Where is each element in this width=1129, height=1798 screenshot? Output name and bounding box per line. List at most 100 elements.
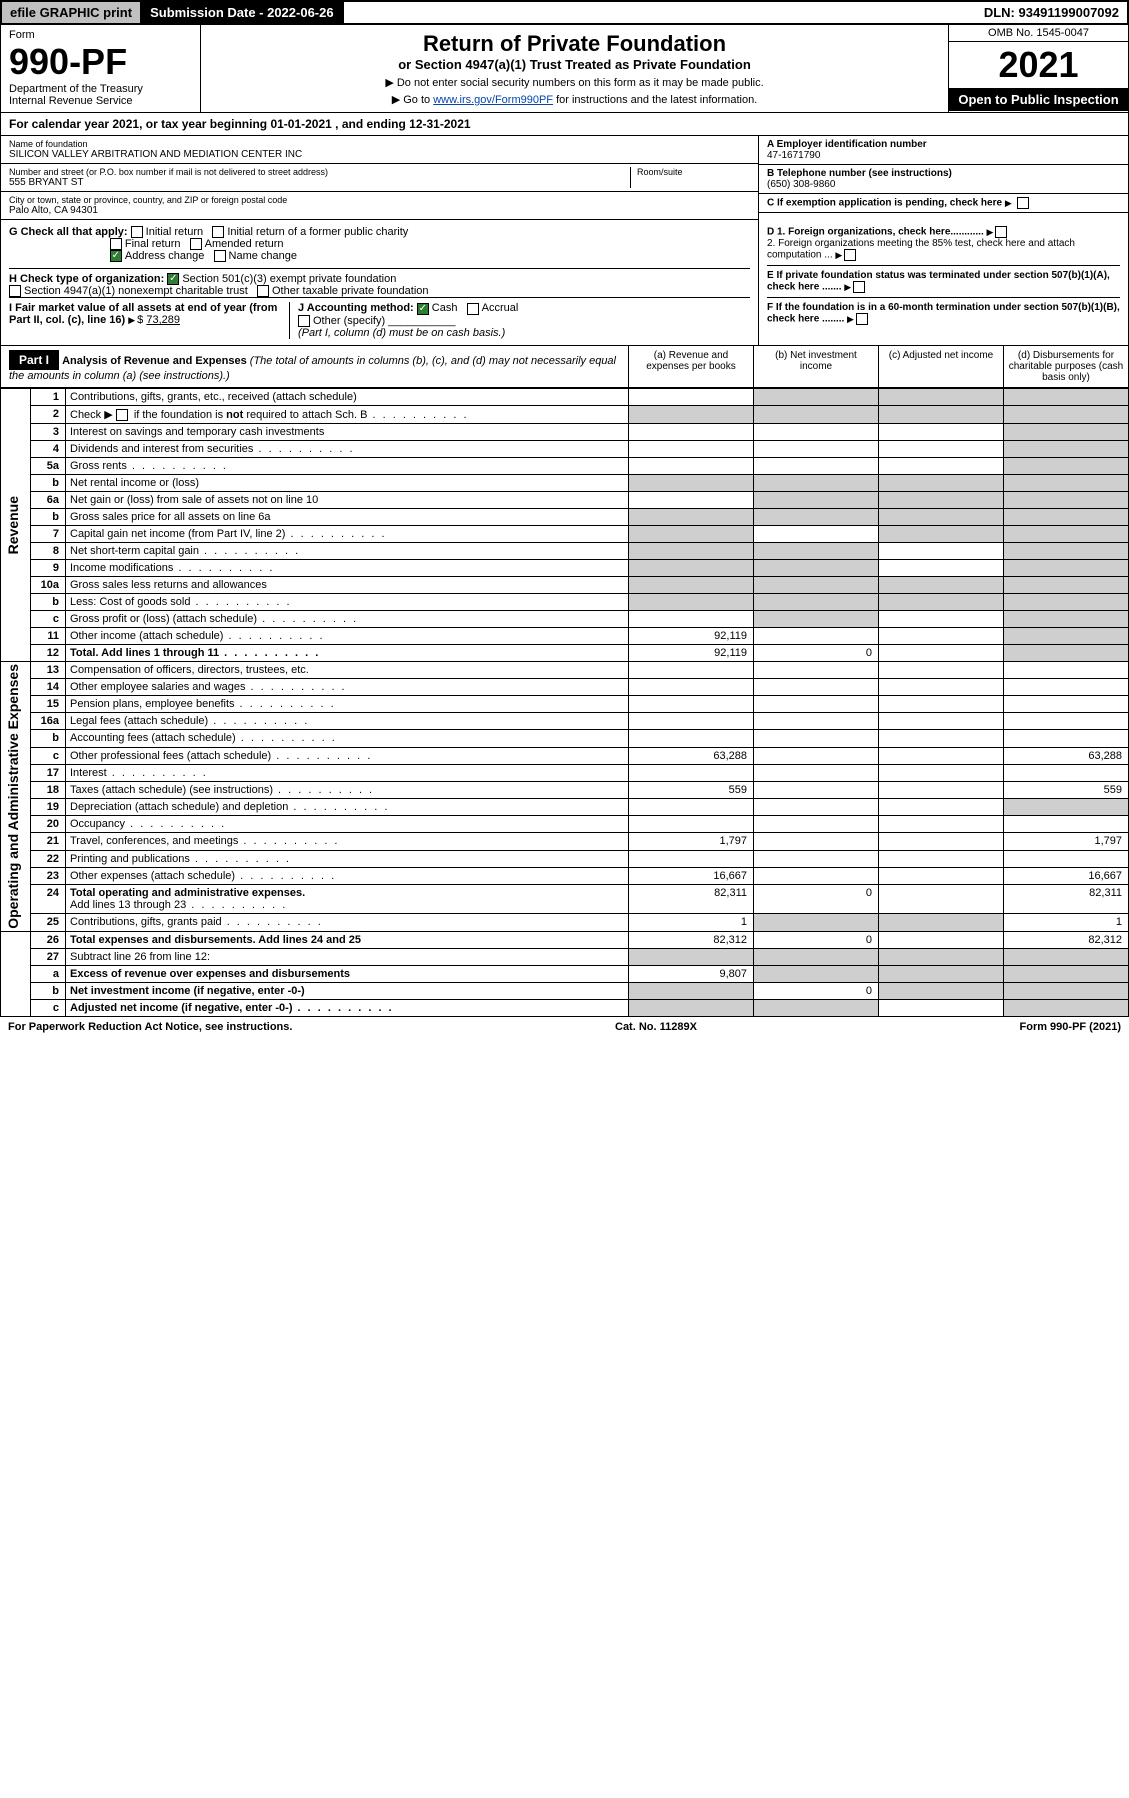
v27bb: 0 — [754, 982, 879, 999]
part1-badge: Part I — [9, 350, 59, 370]
name-change-checkbox[interactable] — [214, 250, 226, 262]
arrow-icon — [987, 227, 996, 238]
name-label: Name of foundation — [9, 139, 750, 149]
irs-link[interactable]: www.irs.gov/Form990PF — [433, 94, 553, 106]
line16a: Legal fees (attach schedule) — [66, 713, 629, 730]
d1-label: D 1. Foreign organizations, check here..… — [767, 227, 984, 238]
analysis-table: Revenue 1Contributions, gifts, grants, e… — [0, 388, 1129, 1017]
street-address: 555 BRYANT ST — [9, 177, 630, 188]
line16c: Other professional fees (attach schedule… — [66, 747, 629, 764]
v25d: 1 — [1004, 914, 1129, 931]
schb-checkbox[interactable] — [116, 409, 128, 421]
form-number: 990-PF — [9, 41, 192, 83]
phone-label: B Telephone number (see instructions) — [767, 168, 1120, 179]
h-label: H Check type of organization: — [9, 273, 164, 285]
line17: Interest — [66, 764, 629, 781]
arrow-icon — [835, 250, 844, 261]
d1-checkbox[interactable] — [995, 226, 1007, 238]
calendar-year-line: For calendar year 2021, or tax year begi… — [0, 113, 1129, 136]
footer-right: Form 990-PF (2021) — [1020, 1021, 1121, 1033]
final-return-checkbox[interactable] — [110, 238, 122, 250]
v24b: 0 — [754, 884, 879, 913]
line1: Contributions, gifts, grants, etc., rece… — [66, 388, 629, 405]
line27a: Excess of revenue over expenses and disb… — [66, 965, 629, 982]
address-change-label: Address change — [125, 250, 205, 262]
e-label: E If private foundation status was termi… — [767, 270, 1110, 293]
line10b: Less: Cost of goods sold — [66, 593, 629, 610]
i-label: I Fair market value of all assets at end… — [9, 302, 277, 326]
arrow-icon — [128, 314, 137, 326]
cash-checkbox[interactable] — [417, 303, 429, 315]
line26: Total expenses and disbursements. Add li… — [66, 931, 629, 948]
dept-label: Department of the Treasury — [9, 83, 192, 95]
line12: Total. Add lines 1 through 11 — [66, 644, 629, 661]
line16b: Accounting fees (attach schedule) — [66, 730, 629, 747]
line4: Dividends and interest from securities — [66, 440, 629, 457]
v18d: 559 — [1004, 781, 1129, 798]
v25a: 1 — [629, 914, 754, 931]
line22: Printing and publications — [66, 850, 629, 867]
ein-value: 47-1671790 — [767, 150, 1120, 161]
line20: Occupancy — [66, 816, 629, 833]
accrual-checkbox[interactable] — [467, 303, 479, 315]
c-checkbox[interactable] — [1017, 197, 1029, 209]
line8: Net short-term capital gain — [66, 542, 629, 559]
h2-checkbox[interactable] — [9, 285, 21, 297]
other-label: Other (specify) — [313, 315, 385, 327]
d2-checkbox[interactable] — [844, 249, 856, 261]
irs-label: Internal Revenue Service — [9, 95, 192, 107]
line2: Check ▶ if the foundation is not require… — [66, 405, 629, 423]
accrual-label: Accrual — [482, 302, 519, 314]
city-label: City or town, state or province, country… — [9, 195, 750, 205]
col-d-header: (d) Disbursements for charitable purpose… — [1003, 346, 1128, 387]
omb-number: OMB No. 1545-0047 — [949, 25, 1128, 42]
line19: Depreciation (attach schedule) and deple… — [66, 799, 629, 816]
v18a: 559 — [629, 781, 754, 798]
v21d: 1,797 — [1004, 833, 1129, 850]
arrow-icon — [844, 282, 853, 293]
form-header: Form 990-PF Department of the Treasury I… — [0, 25, 1129, 113]
amended-checkbox[interactable] — [190, 238, 202, 250]
h3-checkbox[interactable] — [257, 285, 269, 297]
entity-info: Name of foundation SILICON VALLEY ARBITR… — [0, 136, 1129, 220]
foundation-name: SILICON VALLEY ARBITRATION AND MEDIATION… — [9, 149, 750, 160]
h2-label: Section 4947(a)(1) nonexempt charitable … — [24, 285, 248, 297]
v12a: 92,119 — [629, 644, 754, 661]
v16ca: 63,288 — [629, 747, 754, 764]
tax-year: 2021 — [949, 42, 1128, 88]
col-c-header: (c) Adjusted net income — [878, 346, 1003, 387]
initial-former-checkbox[interactable] — [212, 226, 224, 238]
line27b: Net investment income (if negative, ente… — [66, 982, 629, 999]
part1-header-row: Part I Analysis of Revenue and Expenses … — [0, 346, 1129, 388]
v11a: 92,119 — [629, 627, 754, 644]
expenses-side-label: Operating and Administrative Expenses — [5, 664, 21, 929]
address-change-checkbox[interactable] — [110, 250, 122, 262]
v23a: 16,667 — [629, 867, 754, 884]
arrow-icon — [847, 314, 856, 325]
line24: Total operating and administrative expen… — [66, 884, 629, 913]
e-checkbox[interactable] — [853, 281, 865, 293]
footer-mid: Cat. No. 11289X — [615, 1021, 697, 1033]
line15: Pension plans, employee benefits — [66, 696, 629, 713]
v12b: 0 — [754, 644, 879, 661]
h1-checkbox[interactable] — [167, 273, 179, 285]
form-subtitle: or Section 4947(a)(1) Trust Treated as P… — [207, 57, 942, 72]
top-bar: efile GRAPHIC print Submission Date - 20… — [0, 0, 1129, 25]
d2-label: 2. Foreign organizations meeting the 85%… — [767, 238, 1075, 261]
initial-former-label: Initial return of a former public charit… — [227, 226, 408, 238]
j-note: (Part I, column (d) must be on cash basi… — [298, 327, 505, 339]
form-title: Return of Private Foundation — [207, 31, 942, 57]
v23d: 16,667 — [1004, 867, 1129, 884]
line13: Compensation of officers, directors, tru… — [66, 661, 629, 678]
phone-value: (650) 308-9860 — [767, 179, 1120, 190]
g-label: G Check all that apply: — [9, 226, 128, 238]
v24d: 82,311 — [1004, 884, 1129, 913]
line3: Interest on savings and temporary cash i… — [66, 423, 629, 440]
initial-return-checkbox[interactable] — [131, 226, 143, 238]
efile-print-button[interactable]: efile GRAPHIC print — [2, 2, 142, 23]
v26a: 82,312 — [629, 931, 754, 948]
v27aa: 9,807 — [629, 965, 754, 982]
other-checkbox[interactable] — [298, 315, 310, 327]
v26b: 0 — [754, 931, 879, 948]
f-checkbox[interactable] — [856, 313, 868, 325]
